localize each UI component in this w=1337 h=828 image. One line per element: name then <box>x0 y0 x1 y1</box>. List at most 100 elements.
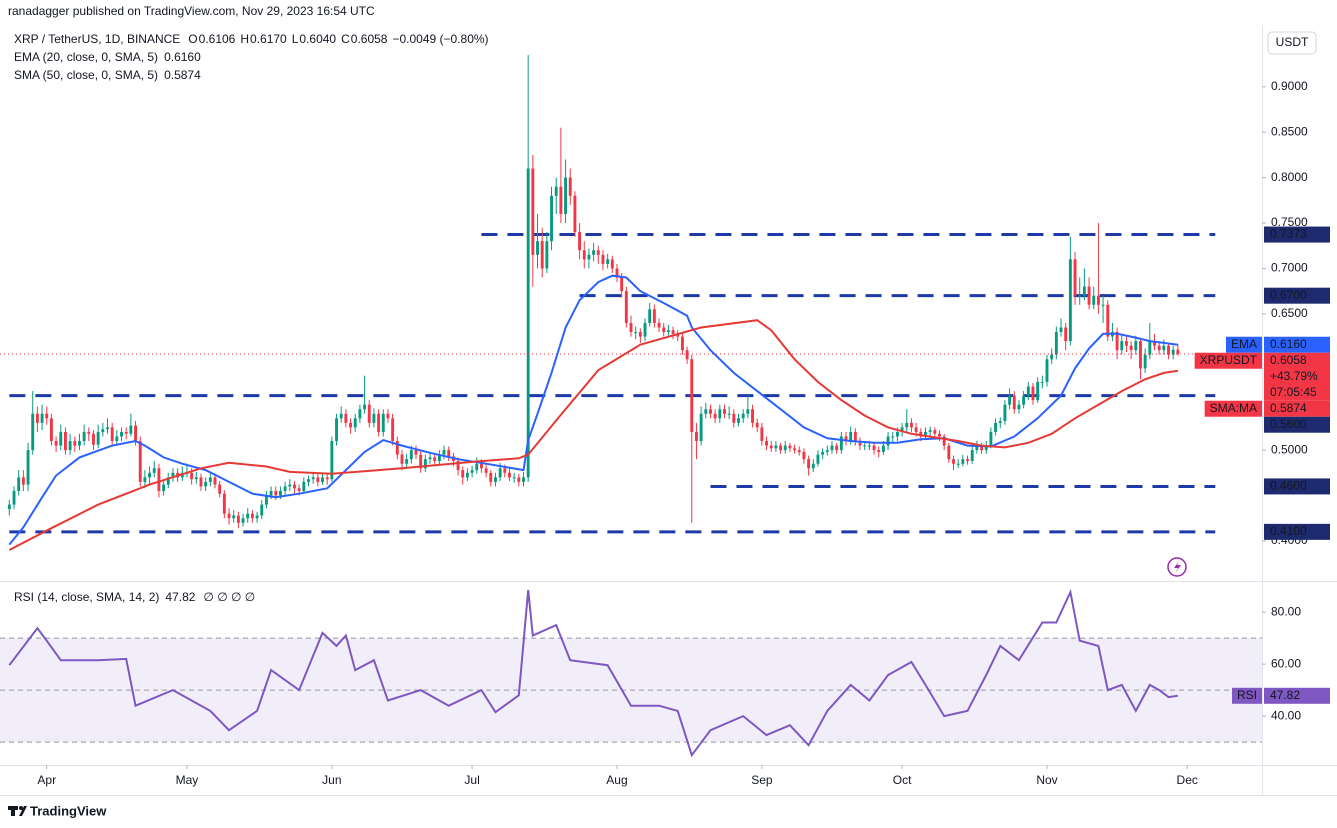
candle-body <box>1148 341 1152 355</box>
candle-body <box>624 291 628 323</box>
candle-body <box>984 445 988 451</box>
candle-body <box>1157 345 1161 351</box>
price-tag-text: 0.6160 <box>1270 337 1307 351</box>
price-tag-text: 0.6700 <box>1270 288 1307 302</box>
price-tag-name-box <box>1194 352 1262 369</box>
price-tag-text: 0.5600 <box>1270 417 1307 431</box>
candle-body <box>1078 295 1082 297</box>
candle-body <box>17 477 21 491</box>
candle-body <box>867 445 871 447</box>
x-tick-label: Aug <box>606 773 627 787</box>
candle-body <box>162 484 166 491</box>
price-tag-box <box>1264 416 1330 433</box>
candle-body <box>236 515 240 523</box>
candle-body <box>853 431 857 442</box>
candle-body <box>755 422 759 428</box>
candle-body <box>601 254 605 264</box>
candle-body <box>260 504 264 516</box>
alert-icon[interactable] <box>1167 557 1187 577</box>
candle-body <box>998 421 1002 423</box>
tradingview-logo <box>8 806 27 816</box>
x-tick-label: May <box>176 773 199 787</box>
candle-body <box>1045 359 1049 382</box>
candle-body <box>919 431 923 437</box>
candle-body <box>269 490 273 496</box>
candle-body <box>508 472 511 478</box>
candle-body <box>344 413 348 423</box>
candle-body <box>825 450 829 452</box>
candle-body <box>278 490 282 496</box>
candle-body <box>110 427 114 442</box>
candle-body <box>456 461 460 471</box>
footer-brand: TradingView <box>30 803 107 818</box>
candle-body <box>900 427 904 432</box>
candle-body <box>690 359 694 432</box>
candle-body <box>101 429 105 432</box>
x-tick-label: Jul <box>464 773 479 787</box>
currency[interactable]: USDT <box>1276 35 1309 49</box>
candle-body <box>615 268 619 278</box>
candle-body <box>1115 332 1119 351</box>
alert-ring[interactable] <box>1167 557 1187 577</box>
legend-text: 0.5874 <box>164 68 201 82</box>
candle-body <box>1162 345 1166 351</box>
candle-body <box>49 418 53 442</box>
candle-body <box>634 332 638 334</box>
candle-body <box>1012 395 1016 410</box>
candle-body <box>358 409 362 419</box>
candle-body <box>391 418 395 442</box>
currency-button[interactable] <box>1267 31 1317 55</box>
legend-text: EMA (20, close, 0, SMA, 5) <box>14 50 158 64</box>
candle-body <box>21 477 25 485</box>
alert-bolt[interactable] <box>1174 561 1181 573</box>
candle-body <box>802 451 806 460</box>
price-tag-name: SMA:MA <box>1204 400 1262 417</box>
candle-body <box>554 186 558 196</box>
candle-body <box>250 513 254 519</box>
candle-body <box>788 445 792 449</box>
price-tag-box <box>1264 352 1330 401</box>
price-tag-name-box <box>1204 400 1262 417</box>
candle-body <box>732 413 736 423</box>
candle-body <box>372 413 376 423</box>
y-tick-label: 0.6500 <box>1271 306 1308 320</box>
candle-body <box>582 250 586 260</box>
legend-text: O <box>188 32 197 46</box>
price-tag-name: XRPUSDT <box>1194 352 1262 369</box>
candle-body <box>699 413 703 442</box>
candle-body <box>610 259 614 269</box>
candle-body <box>886 436 890 446</box>
candle-body <box>1026 386 1030 396</box>
candle-body <box>335 418 338 442</box>
candle-body <box>1101 304 1105 306</box>
candle-body <box>671 330 675 334</box>
candle-body <box>540 241 544 269</box>
candle-body <box>905 422 909 428</box>
candle-body <box>1064 327 1068 342</box>
candle-body <box>952 459 955 464</box>
candle-body <box>157 468 161 491</box>
candle-body <box>241 518 245 523</box>
candle-body <box>830 445 834 451</box>
candle-body <box>741 413 745 419</box>
candle-body <box>437 454 441 462</box>
candle-body <box>213 477 217 485</box>
candle-body <box>942 436 946 446</box>
candle-body <box>1050 354 1054 360</box>
price-tag-name-box <box>1225 336 1262 353</box>
price-tag-name-text: SMA:MA <box>1210 401 1257 415</box>
candle-body <box>723 409 726 414</box>
candle-body <box>194 477 198 480</box>
y-tick-label: 0.7000 <box>1271 261 1308 275</box>
candle-body <box>59 431 63 446</box>
candle-body <box>680 336 684 351</box>
logo-part <box>19 806 27 816</box>
candle-body <box>1068 259 1072 342</box>
candle-body <box>152 468 156 473</box>
candle-body <box>143 477 147 482</box>
candle-body <box>87 431 91 434</box>
candle-body <box>727 413 731 415</box>
rsi-value: 47.82 <box>1270 688 1300 702</box>
